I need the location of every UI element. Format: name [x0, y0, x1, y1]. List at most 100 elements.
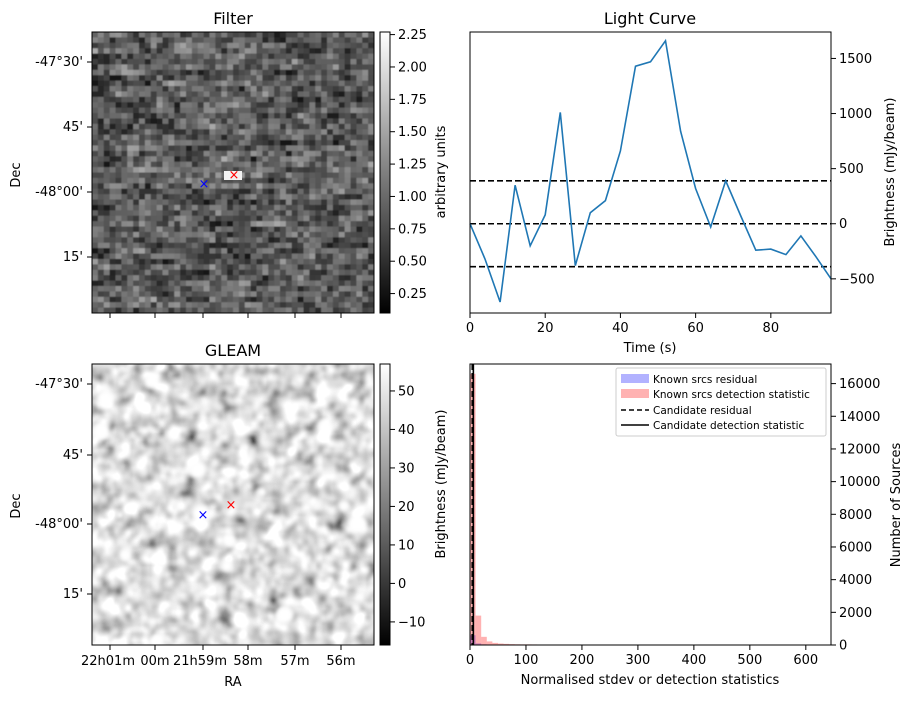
svg-text:-48°00': -48°00': [35, 517, 83, 532]
filter-blue-marker: ×: [199, 177, 210, 192]
filter-colorbar-tick-label-7: 2.00: [398, 60, 427, 75]
svg-text:Known srcs detection statistic: Known srcs detection statistic: [653, 389, 810, 401]
svg-text:Known srcs residual: Known srcs residual: [653, 374, 757, 386]
gleam-colorbar-label: Brightness (mJy/beam): [434, 410, 449, 559]
histogram-ytick-label-7: 14000: [839, 410, 880, 425]
svg-text:15': 15': [63, 587, 83, 602]
histogram-bar-s1-3: [487, 641, 493, 645]
lightcurve-series-line: [470, 41, 831, 302]
svg-text:57m: 57m: [280, 654, 309, 669]
gleam-red-marker: ×: [226, 498, 237, 513]
gleam-xtick-3: 21h59m: [173, 645, 227, 669]
histogram-xtick-label-5: 500: [737, 653, 762, 668]
histogram-bar-s1-1: [476, 616, 482, 645]
histogram-xtick-label-3: 300: [625, 653, 650, 668]
histogram-ytick-label-5: 10000: [839, 475, 880, 490]
gleam-ytick-3: -48°00': [35, 517, 92, 532]
histogram-xtick-label-1: 100: [514, 653, 539, 668]
histogram-ytick-label-0: 0: [839, 639, 847, 654]
gleam-colorbar-tick-label-2: 10: [398, 538, 415, 553]
gleam-panel: GLEAM × × Dec -47°30' 45' -48°00' 15' 22…: [9, 341, 449, 690]
histogram-xtick-label-4: 400: [681, 653, 706, 668]
lightcurve-ytick-label-2: 500: [839, 162, 864, 177]
gleam-xtick-5: 57m: [280, 645, 309, 669]
gleam-ylabel: Dec: [9, 493, 24, 518]
gleam-xtick-6: 56m: [326, 645, 355, 669]
lightcurve-ylabel: Brightness (mJy/beam): [883, 98, 898, 247]
gleam-colorbar-tick-label-5: 40: [398, 423, 415, 438]
svg-text:15': 15': [63, 250, 83, 265]
lightcurve-xtick-label-4: 80: [763, 321, 780, 336]
lightcurve-ytick-label-1: 0: [839, 217, 847, 232]
svg-text:00m: 00m: [140, 654, 169, 669]
filter-colorbar-tick-label-6: 1.75: [398, 93, 427, 108]
filter-xticks: [110, 313, 341, 318]
histogram-ytick-label-6: 12000: [839, 442, 880, 457]
gleam-blue-marker: ×: [198, 508, 209, 523]
filter-ytick-3: -48°00': [35, 185, 92, 200]
gleam-title: GLEAM: [205, 341, 261, 360]
svg-text:56m: 56m: [326, 654, 355, 669]
gleam-ytick-1: -47°30': [35, 377, 92, 392]
filter-ytick-2: 45': [63, 120, 92, 135]
filter-ytick-1: -47°30': [35, 55, 92, 70]
filter-colorbar-tick-label-0: 0.25: [398, 287, 427, 302]
lightcurve-xlabel: Time (s): [623, 341, 677, 356]
lightcurve-xtick-label-3: 60: [687, 321, 704, 336]
histogram-legend: Known srcs residual Known srcs detection…: [616, 368, 826, 436]
filter-colorbar-label: arbitrary units: [434, 125, 449, 218]
lightcurve-ytick-label-0: −500: [839, 272, 875, 287]
lightcurve-ytick-label-3: 1000: [839, 107, 872, 122]
gleam-colorbar-tick-label-1: 0: [398, 577, 406, 592]
filter-colorbar: 0.25 0.50 0.75 1.00 1.25 1.50 1.75 2.00 2.25 arb…: [380, 28, 449, 313]
filter-title: Filter: [213, 9, 253, 28]
filter-panel: Filter × × Dec -47°30' 45' -48°00' 15' 0…: [9, 9, 449, 318]
filter-ylabel: Dec: [9, 162, 24, 187]
svg-text:-47°30': -47°30': [35, 55, 83, 70]
gleam-xlabel: RA: [224, 675, 242, 690]
svg-text:-48°00': -48°00': [35, 185, 83, 200]
histogram-ytick-label-3: 6000: [839, 540, 872, 555]
filter-colorbar-tick-label-1: 0.50: [398, 255, 427, 270]
lightcurve-xtick-label-0: 0: [466, 321, 474, 336]
gleam-colorbar-tick-label-4: 30: [398, 461, 415, 476]
svg-text:-47°30': -47°30': [35, 377, 83, 392]
gleam-xtick-1: 22h01m: [81, 645, 135, 669]
lightcurve-xtick-label-1: 20: [537, 321, 554, 336]
filter-ytick-4: 15': [63, 250, 92, 265]
histogram-ytick-label-8: 16000: [839, 377, 880, 392]
filter-colorbar-tick-label-2: 0.75: [398, 222, 427, 237]
filter-colorbar-tick-label-3: 1.00: [398, 190, 427, 205]
histogram-ylabel: Number of Sources: [889, 443, 904, 568]
svg-text:58m: 58m: [233, 654, 262, 669]
svg-text:Candidate detection statistic: Candidate detection statistic: [653, 420, 805, 432]
svg-text:22h01m: 22h01m: [81, 654, 135, 669]
gleam-ytick-4: 15': [63, 587, 92, 602]
gleam-xtick-4: 58m: [233, 645, 262, 669]
svg-text:21h59m: 21h59m: [173, 654, 227, 669]
filter-colorbar-tick-label-5: 1.50: [398, 125, 427, 140]
histogram-xtick-label-6: 600: [793, 653, 818, 668]
lightcurve-xtick-label-2: 40: [612, 321, 629, 336]
filter-red-marker: ×: [229, 168, 240, 183]
gleam-ytick-2: 45': [63, 448, 92, 463]
filter-colorbar-tick-label-8: 2.25: [398, 28, 427, 43]
svg-text:Candidate residual: Candidate residual: [653, 405, 752, 417]
gleam-colorbar-tick-label-3: 20: [398, 500, 415, 515]
histogram-ytick-label-2: 4000: [839, 573, 872, 588]
histogram-ytick-label-1: 2000: [839, 606, 872, 621]
filter-colorbar-tick-label-4: 1.25: [398, 158, 427, 173]
lightcurve-title: Light Curve: [604, 9, 696, 28]
gleam-xtick-2: 00m: [140, 645, 169, 669]
svg-text:45': 45': [63, 448, 83, 463]
svg-text:45': 45': [63, 120, 83, 135]
gleam-colorbar-tick-label-6: 50: [398, 384, 415, 399]
histogram-bar-s1-2: [481, 637, 487, 645]
histogram-xlabel: Normalised stdev or detection statistics: [521, 673, 780, 688]
histogram-xtick-label-0: 0: [466, 653, 474, 668]
histogram-xtick-label-2: 200: [570, 653, 595, 668]
